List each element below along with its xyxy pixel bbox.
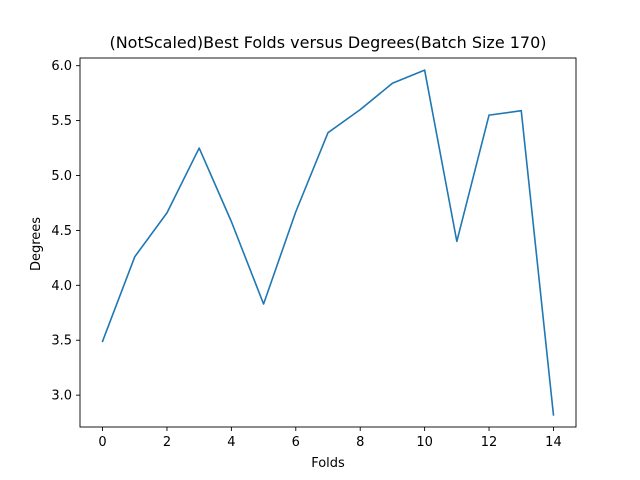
y-axis-label: Degrees <box>29 217 44 271</box>
x-tick-label-2: 2 <box>163 435 171 450</box>
x-tick-label-4: 4 <box>227 435 235 450</box>
x-tick-label-10: 10 <box>416 435 433 450</box>
plot-frame <box>79 57 577 428</box>
y-tick-label-3: 4.5 <box>51 224 72 239</box>
series-line-0 <box>101 69 555 416</box>
x-tick-label-12: 12 <box>481 435 498 450</box>
y-tick-label-0: 3.0 <box>51 389 72 404</box>
x-tick-label-6: 6 <box>292 435 300 450</box>
x-tick-label-14: 14 <box>545 435 562 450</box>
x-tick-label-8: 8 <box>356 435 364 450</box>
x-tick-label-0: 0 <box>98 435 106 450</box>
x-axis-label: Folds <box>311 456 345 471</box>
y-tick-label-6: 6.0 <box>51 59 72 74</box>
y-tick-label-2: 4.0 <box>51 279 72 294</box>
y-tick-label-1: 3.5 <box>51 334 72 349</box>
plot-area: 0 2 4 6 8 10 12 14 3.0 3.5 4.0 4.5 5.0 5.5 6.0 <box>51 57 577 450</box>
y-tick-label-4: 5.0 <box>51 169 72 184</box>
chart-title: (NotScaled)Best Folds versus Degrees(Bat… <box>109 33 546 52</box>
y-tick-label-5: 5.5 <box>51 114 72 129</box>
